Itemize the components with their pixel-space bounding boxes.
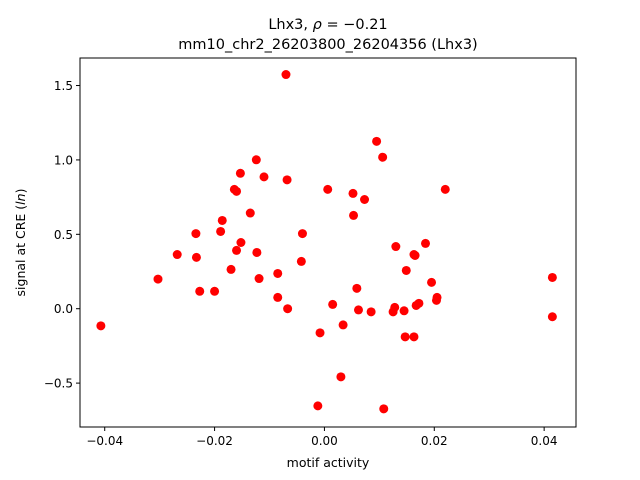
data-point-52 bbox=[414, 298, 424, 308]
data-point-15 bbox=[245, 208, 255, 218]
data-point-6 bbox=[210, 286, 220, 296]
data-point-0 bbox=[96, 321, 106, 331]
y-tick-label: 0.0 bbox=[54, 302, 73, 316]
chart-title-line1: Lhx3, ρ = −0.21 bbox=[268, 17, 387, 33]
data-point-32 bbox=[338, 320, 348, 330]
title-suffix: = −0.21 bbox=[322, 17, 388, 33]
y-tick-label: 1.0 bbox=[54, 153, 73, 167]
data-point-8 bbox=[217, 215, 227, 225]
data-point-13 bbox=[235, 168, 245, 178]
data-point-29 bbox=[323, 184, 333, 194]
data-point-5 bbox=[195, 286, 205, 296]
y-axis-ticks: −0.5 0.0 0.5 1.0 1.5 bbox=[44, 79, 80, 391]
data-point-1 bbox=[153, 274, 163, 284]
x-tick-label: 0.00 bbox=[311, 434, 338, 448]
ylabel-prefix: signal at CRE ( bbox=[13, 205, 28, 297]
data-point-4 bbox=[191, 252, 201, 262]
ylabel-suffix: ) bbox=[13, 189, 28, 194]
title-rho: ρ bbox=[313, 17, 323, 33]
data-point-38 bbox=[366, 307, 376, 317]
y-axis-label: signal at CRE (ln) bbox=[13, 189, 28, 297]
x-tick-label: −0.02 bbox=[196, 434, 233, 448]
data-point-54 bbox=[427, 277, 437, 287]
data-point-17 bbox=[252, 247, 262, 257]
data-point-46 bbox=[400, 332, 410, 342]
y-tick-label: 0.5 bbox=[54, 228, 73, 242]
data-point-30 bbox=[328, 299, 338, 309]
title-prefix: Lhx3, bbox=[268, 17, 312, 33]
x-axis-ticks: −0.04 −0.02 0.00 0.02 0.04 bbox=[86, 427, 558, 448]
ylabel-var: ln bbox=[13, 193, 28, 204]
data-point-28 bbox=[315, 328, 325, 338]
data-point-2 bbox=[172, 250, 182, 260]
data-point-26 bbox=[297, 229, 307, 239]
data-point-25 bbox=[296, 256, 306, 266]
data-points bbox=[96, 70, 557, 414]
data-point-24 bbox=[283, 304, 293, 314]
data-point-35 bbox=[352, 283, 362, 293]
data-point-37 bbox=[360, 195, 370, 204]
data-point-53 bbox=[421, 238, 430, 248]
y-tick-label: 1.5 bbox=[54, 79, 73, 93]
data-point-47 bbox=[401, 265, 411, 275]
plot-frame bbox=[79, 57, 577, 428]
data-point-23 bbox=[282, 175, 292, 185]
data-point-21 bbox=[273, 292, 283, 302]
data-point-22 bbox=[281, 70, 291, 80]
data-point-18 bbox=[254, 274, 264, 284]
data-point-36 bbox=[353, 305, 363, 315]
data-point-14 bbox=[236, 238, 246, 247]
data-point-44 bbox=[391, 242, 401, 252]
data-point-12 bbox=[232, 245, 242, 255]
chart-title-line2: mm10_chr2_26203800_26204356 (Lhx3) bbox=[178, 37, 477, 53]
data-point-3 bbox=[191, 229, 201, 239]
data-point-31 bbox=[336, 372, 346, 382]
data-point-40 bbox=[378, 152, 388, 162]
data-point-27 bbox=[313, 401, 323, 411]
data-point-57 bbox=[440, 184, 450, 194]
data-point-20 bbox=[273, 268, 283, 278]
data-point-33 bbox=[348, 188, 358, 198]
data-point-39 bbox=[372, 136, 382, 146]
data-point-41 bbox=[379, 404, 389, 414]
data-point-43 bbox=[390, 302, 400, 312]
x-tick-label: 0.04 bbox=[531, 434, 558, 448]
data-point-50 bbox=[410, 250, 420, 260]
data-point-48 bbox=[409, 332, 419, 342]
data-point-45 bbox=[399, 306, 409, 316]
x-tick-label: −0.04 bbox=[86, 434, 123, 448]
data-point-16 bbox=[251, 155, 261, 165]
data-point-58 bbox=[547, 272, 557, 282]
x-axis-label: motif activity bbox=[287, 455, 370, 470]
y-tick-label: −0.5 bbox=[44, 377, 73, 391]
data-point-19 bbox=[259, 172, 269, 182]
data-point-34 bbox=[349, 210, 359, 220]
data-point-11 bbox=[232, 186, 242, 196]
data-point-56 bbox=[432, 292, 442, 302]
data-point-59 bbox=[547, 312, 557, 322]
data-point-7 bbox=[216, 226, 226, 236]
x-tick-label: 0.02 bbox=[421, 434, 448, 448]
data-point-9 bbox=[226, 264, 236, 274]
